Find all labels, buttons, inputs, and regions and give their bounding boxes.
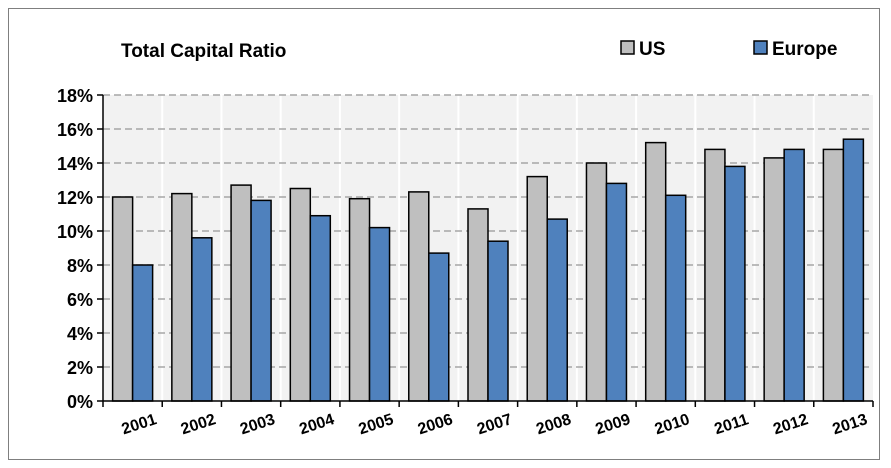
bar-europe-2001	[131, 264, 154, 402]
x-tick-label: 2011	[712, 411, 750, 438]
bar-europe-2007	[487, 240, 509, 402]
bar-europe-2005	[368, 226, 391, 402]
chart-frame: Total Capital Ratio US Europe 0% 2% 4% 6% 8%…	[8, 8, 880, 460]
y-tick-label: 16%	[57, 120, 93, 140]
bar-europe-2006	[428, 252, 450, 402]
legend-label-us: US	[639, 39, 665, 60]
bar-europe-2003	[250, 199, 272, 402]
y-tick-label: 18%	[57, 86, 93, 106]
bar-us-2011	[704, 148, 726, 402]
x-tick-label: 2003	[238, 411, 277, 438]
x-tick-label: 2002	[179, 411, 218, 438]
x-tick-label: 2008	[534, 411, 573, 438]
x-tick-label: 2007	[475, 411, 514, 438]
bar-us-2009	[585, 162, 608, 402]
x-tick-label: 2001	[120, 411, 159, 438]
bar-europe-2010	[664, 194, 687, 402]
legend-item-europe[interactable]: Europe	[753, 39, 837, 60]
bar-us-2007	[467, 208, 489, 402]
bar-europe-2008	[546, 218, 568, 402]
x-tick-label: 2006	[416, 411, 455, 438]
legend: US Europe	[620, 39, 837, 60]
bar-us-2013	[822, 148, 845, 402]
bar-europe-2011	[724, 165, 746, 402]
x-tick-label: 2012	[771, 411, 810, 438]
y-tick-label: 14%	[57, 154, 93, 174]
y-tick-label: 12%	[57, 188, 93, 208]
legend-swatch-us	[620, 40, 635, 55]
bar-us-2008	[526, 175, 548, 402]
legend-swatch-europe	[753, 40, 768, 55]
bar-us-2004	[289, 187, 312, 402]
bar-europe-2009	[605, 182, 628, 402]
y-tick-label: 2%	[67, 358, 93, 378]
y-tick-label: 4%	[67, 324, 93, 344]
bar-us-2002	[171, 192, 193, 402]
bar-europe-2004	[309, 214, 332, 402]
bar-us-2005	[348, 197, 371, 402]
y-tick-label: 10%	[57, 222, 93, 242]
x-tick-label: 2010	[653, 411, 692, 438]
bar-europe-2002	[191, 237, 213, 402]
x-tick-label: 2009	[594, 411, 633, 438]
bar-us-2010	[644, 141, 667, 402]
x-tick-label: 2005	[357, 411, 396, 438]
bar-us-2001	[111, 196, 134, 402]
bar-us-2012	[763, 157, 785, 402]
y-tick-label: 8%	[67, 256, 93, 276]
capital-ratio-chart: Total Capital Ratio US Europe 0% 2% 4% 6% 8%…	[57, 39, 874, 438]
bar-europe-2013	[842, 138, 865, 402]
x-tick-label: 2013	[830, 411, 869, 438]
y-tick-label: 0%	[67, 392, 93, 412]
bar-us-2006	[408, 191, 430, 402]
y-tick-label: 6%	[67, 290, 93, 310]
legend-item-us[interactable]: US	[620, 39, 665, 60]
plot-area: 0% 2% 4% 6% 8% 10% 12% 14% 16% 18% 2001 2002 2003 200…	[57, 86, 874, 438]
bar-us-2003	[230, 184, 252, 402]
bar-europe-2012	[783, 148, 805, 402]
legend-label-europe: Europe	[772, 39, 837, 60]
chart-title: Total Capital Ratio	[121, 41, 286, 62]
x-tick-label: 2004	[297, 411, 336, 438]
